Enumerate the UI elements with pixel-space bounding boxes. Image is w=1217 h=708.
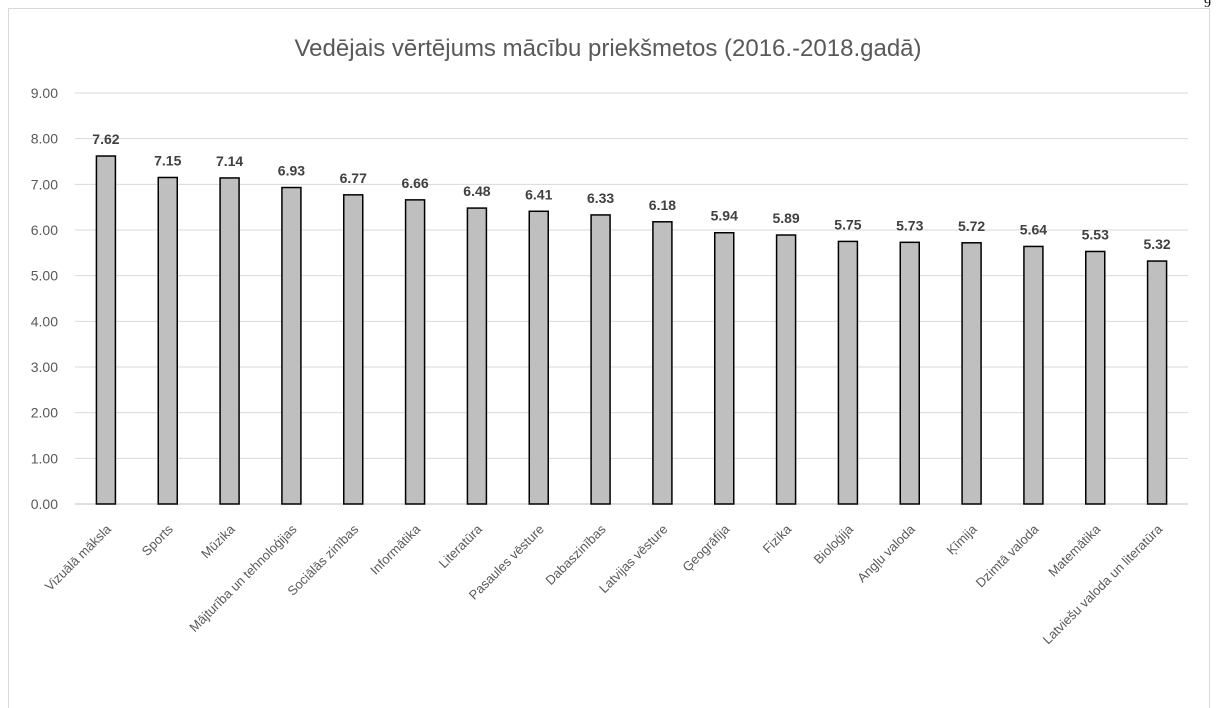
data-label: 5.53 — [1082, 226, 1109, 242]
x-tick-label: Latviešu valoda un literatūra — [1040, 521, 1166, 647]
x-tick-label: Fizika — [760, 521, 795, 556]
x-tick-label: Literatūra — [436, 521, 486, 571]
x-tick-label: Matemātika — [1045, 521, 1104, 580]
x-tick-label: Dabaszinības — [542, 521, 609, 588]
bar — [466, 207, 488, 505]
bar — [899, 241, 920, 505]
x-tick-label: Mājturība un tehnoloģijas — [186, 521, 300, 635]
y-tick-label: 2.00 — [31, 405, 58, 421]
bar — [343, 194, 364, 505]
bar — [1085, 250, 1106, 505]
data-label: 5.75 — [834, 216, 861, 232]
bar — [219, 177, 240, 505]
bar — [1146, 260, 1168, 505]
y-tick-label: 3.00 — [31, 359, 58, 375]
data-labels: 7.62 7.15 7.14 6.93 6.77 6.66 6.48 6.41 6.33 6.18… — [92, 131, 1171, 252]
bar — [961, 242, 982, 505]
bar — [404, 199, 426, 505]
bar — [528, 210, 549, 505]
y-tick-label: 4.00 — [31, 313, 58, 329]
y-axis-ticks: 0.00 1.00 2.00 3.00 4.00 5.00 6.00 7.00 8.00 9.00 — [31, 85, 58, 512]
x-tick-label: Informātika — [367, 521, 424, 578]
gridlines — [75, 92, 1188, 505]
y-tick-label: 7.00 — [31, 176, 58, 192]
data-label: 6.66 — [401, 175, 428, 191]
y-tick-label: 1.00 — [31, 450, 58, 466]
x-tick-label: Bioloģija — [811, 521, 857, 567]
data-label: 5.89 — [772, 210, 799, 226]
data-label: 6.33 — [587, 190, 614, 206]
x-tick-label: Ģeogrāfija — [679, 521, 733, 575]
bar — [95, 155, 117, 505]
x-tick-label: Mūzika — [198, 521, 238, 561]
y-tick-label: 9.00 — [31, 85, 58, 101]
bar — [775, 234, 797, 505]
y-tick-label: 6.00 — [31, 222, 58, 238]
data-label: 5.64 — [1020, 221, 1047, 237]
bar — [1023, 245, 1044, 505]
data-label: 6.41 — [525, 186, 552, 202]
bar — [157, 176, 178, 505]
data-label: 5.94 — [711, 208, 738, 224]
x-tick-label: Vizuālā māksla — [42, 521, 115, 594]
x-tick-label: Sports — [139, 521, 177, 559]
data-label: 6.93 — [278, 163, 305, 179]
bars — [95, 155, 1168, 505]
bar — [590, 214, 611, 505]
bar — [281, 186, 302, 505]
data-label: 5.73 — [896, 217, 923, 233]
data-label: 6.77 — [340, 170, 367, 186]
bar — [714, 231, 735, 505]
data-label: 6.18 — [649, 197, 676, 213]
y-tick-label: 5.00 — [31, 268, 58, 284]
data-label: 7.62 — [92, 131, 119, 147]
data-label: 5.72 — [958, 218, 985, 234]
y-tick-label: 8.00 — [31, 131, 58, 147]
page-number: 9 — [1204, 0, 1211, 11]
y-tick-label: 0.00 — [31, 496, 58, 512]
chart-title: Vedējais vērtējums mācību priekšmetos (2… — [295, 35, 922, 62]
data-label: 7.14 — [216, 153, 243, 169]
x-tick-label: Angļu valoda — [854, 521, 918, 585]
bar — [837, 240, 859, 505]
data-label: 5.32 — [1143, 236, 1170, 252]
x-tick-label: Dzimtā valoda — [973, 521, 1042, 590]
bar — [652, 221, 673, 505]
data-label: 6.48 — [463, 183, 490, 199]
data-label: 7.15 — [154, 152, 181, 168]
x-tick-label: Ķīmija — [944, 521, 981, 558]
